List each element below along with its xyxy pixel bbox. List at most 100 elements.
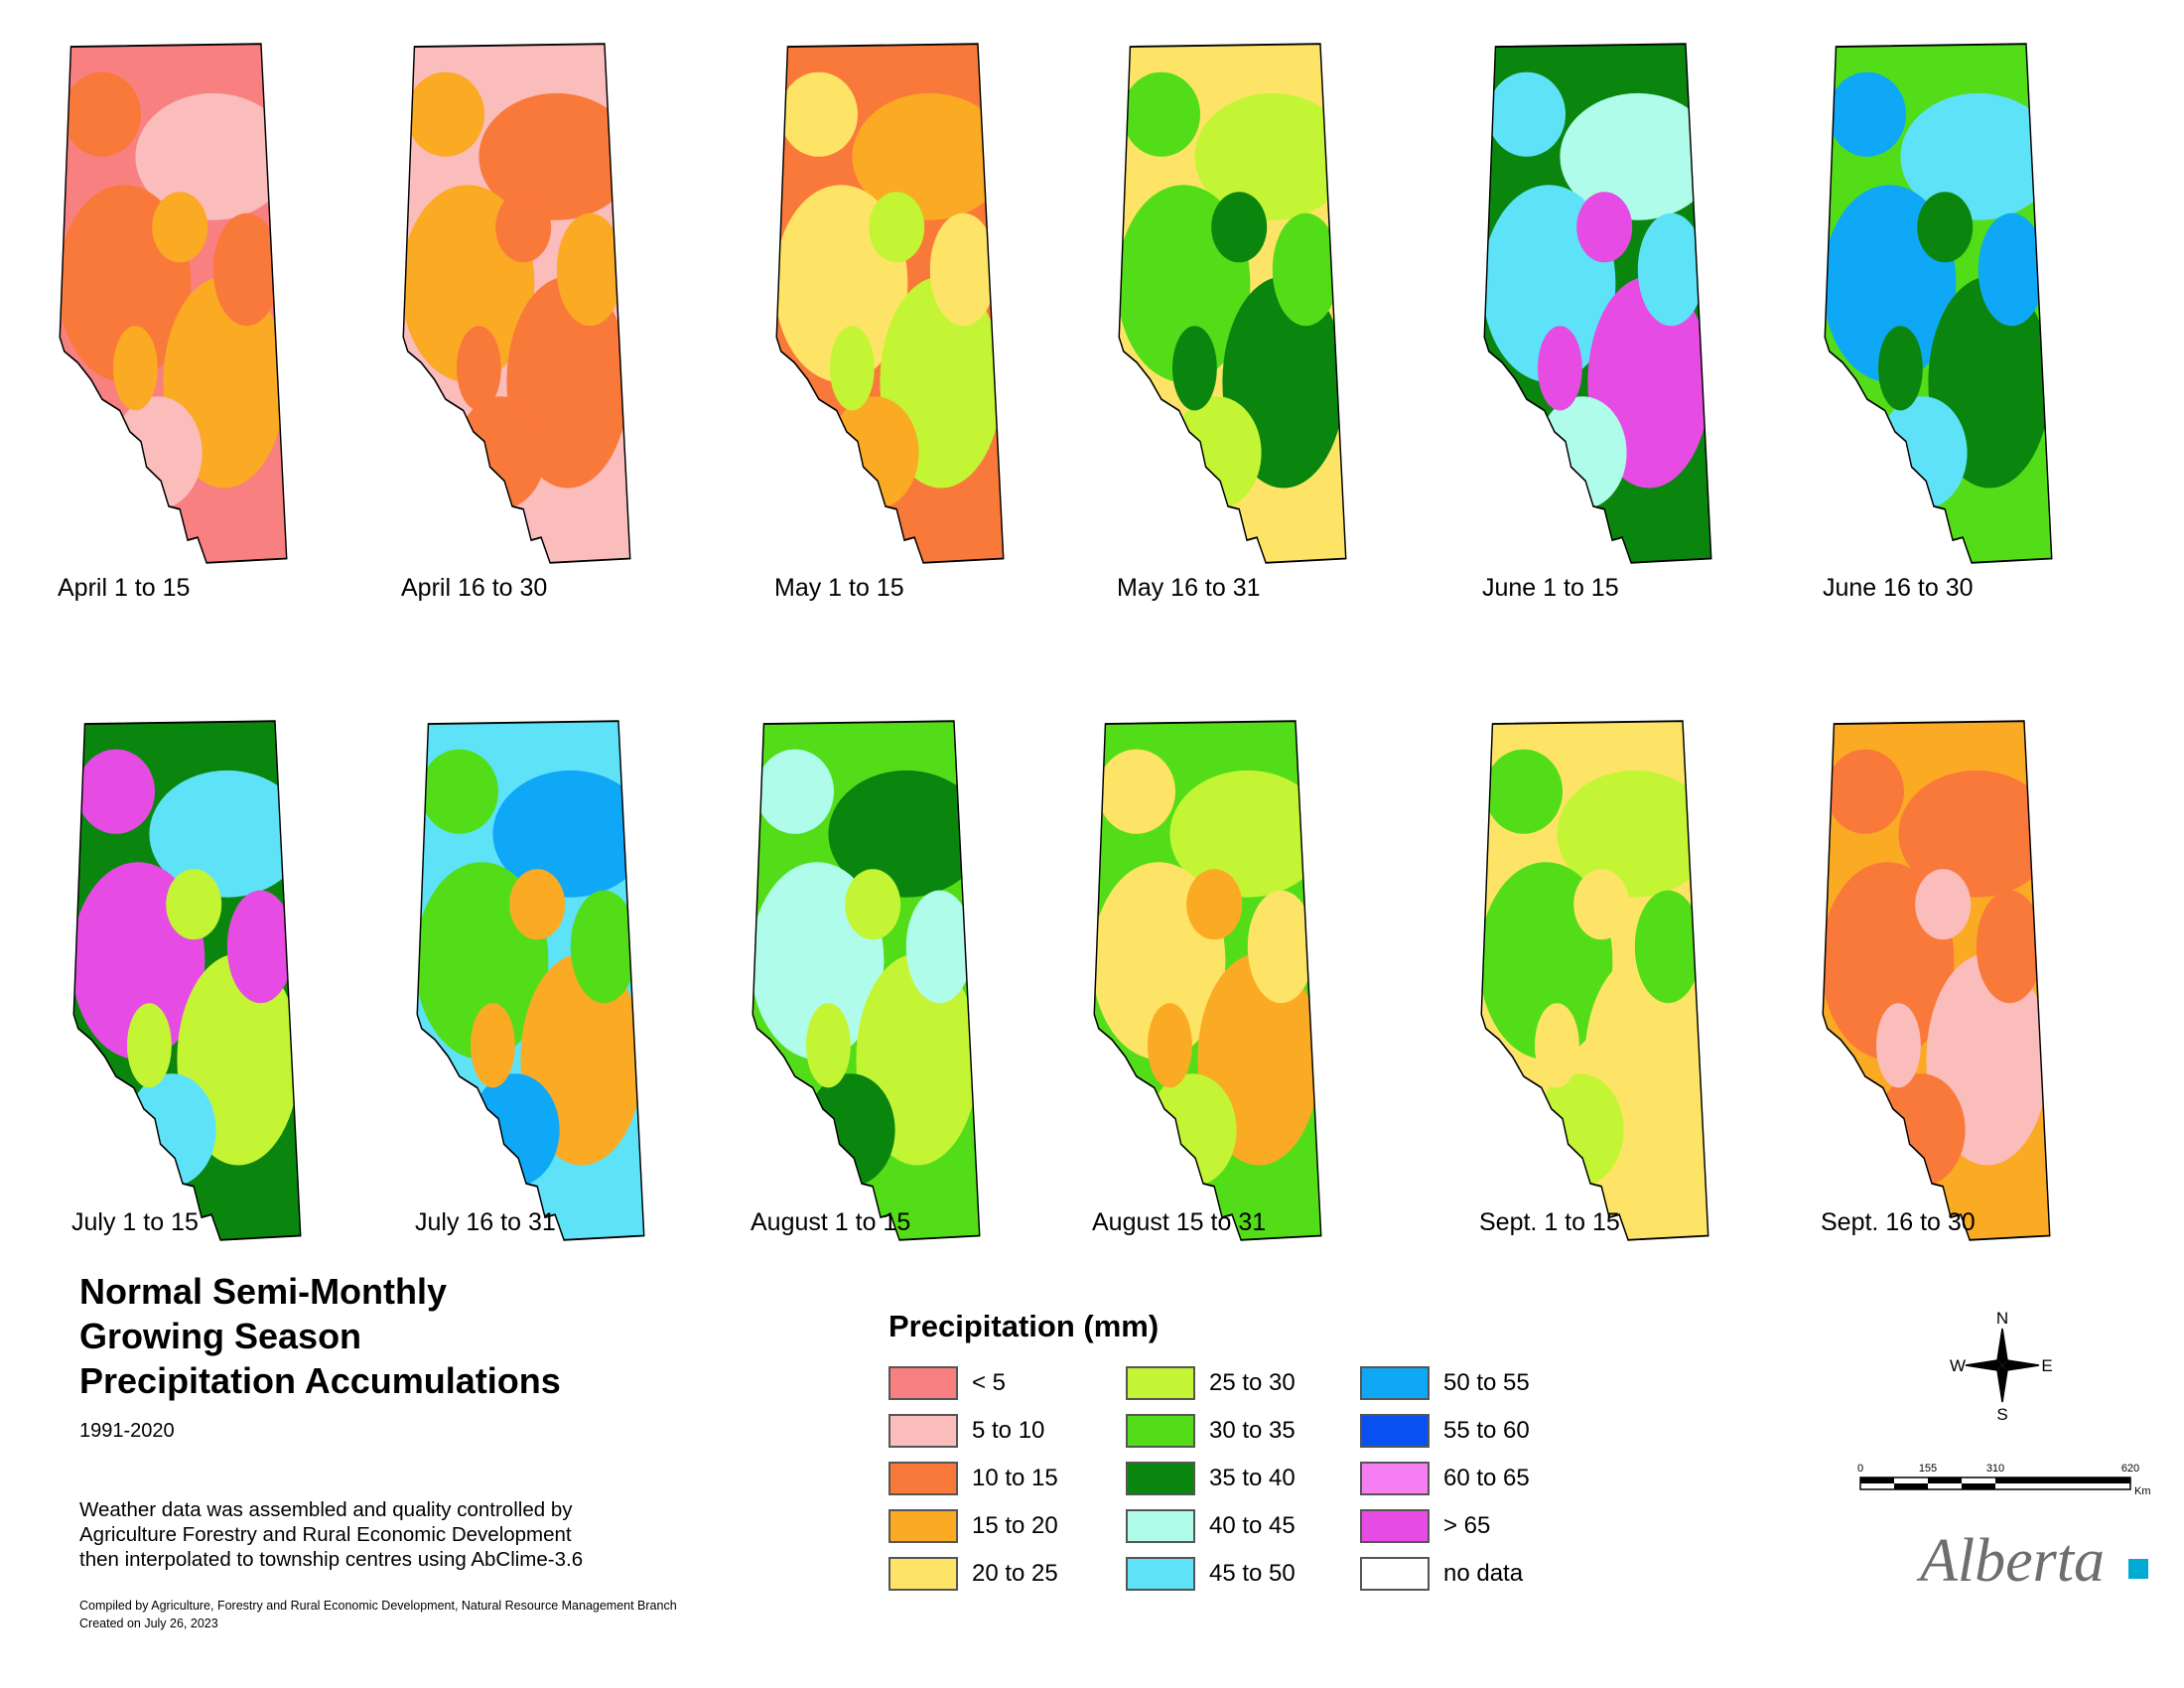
precip-zone — [845, 869, 901, 940]
province-border — [72, 720, 302, 1241]
panel-label: June 16 to 30 — [1823, 574, 1974, 602]
compass-e: E — [2041, 1356, 2052, 1375]
map-panel: June 16 to 30 — [1823, 30, 2165, 602]
precip-zone — [1557, 770, 1708, 898]
alberta-map — [751, 720, 981, 1241]
precip-zone — [852, 92, 1004, 220]
legend-label: 45 to 50 — [1209, 1560, 1296, 1587]
map-panel: August 1 to 15 — [751, 707, 1093, 1253]
note-line: Agriculture Forestry and Rural Economic … — [79, 1523, 572, 1546]
precip-zone — [509, 869, 566, 940]
compass-star-fill-icon — [2002, 1360, 2039, 1370]
panel-label: June 1 to 15 — [1482, 574, 1619, 602]
map-panel: Sept. 16 to 30 — [1821, 707, 2163, 1253]
precip-zone — [869, 192, 925, 263]
precip-zone — [1573, 869, 1630, 940]
compass-rose: N S E W — [1948, 1309, 2057, 1424]
legend-swatch — [1360, 1557, 1430, 1591]
precip-zone — [149, 770, 301, 898]
legend-swatch — [1126, 1462, 1195, 1495]
legend-label: 15 to 20 — [972, 1512, 1058, 1539]
province-border — [1824, 43, 2053, 564]
precip-zone — [212, 212, 280, 327]
precip-zone — [406, 71, 484, 157]
precip-zone — [1484, 749, 1563, 834]
panel-label: Sept. 1 to 15 — [1479, 1208, 1620, 1236]
map-panel: April 16 to 30 — [401, 30, 744, 602]
legend-label: no data — [1443, 1560, 1524, 1587]
precip-zone — [1194, 92, 1346, 220]
province-border — [775, 43, 1005, 564]
map-panel: Sept. 1 to 15 — [1479, 707, 1822, 1253]
scale-tick-label: 155 — [1919, 1463, 1937, 1475]
panel-label: July 16 to 31 — [415, 1208, 556, 1236]
alberta-map — [59, 43, 288, 564]
province-border — [751, 720, 981, 1241]
precip-zone — [1976, 890, 2043, 1004]
data-note: Weather data was assembled and quality c… — [79, 1497, 583, 1572]
alberta-map — [416, 720, 645, 1241]
logo-square-icon — [2128, 1559, 2148, 1579]
precip-zone — [1917, 192, 1974, 263]
precip-zone — [226, 890, 294, 1004]
alberta-map — [1822, 720, 2051, 1241]
precip-zone — [63, 71, 141, 157]
legend-swatch — [888, 1462, 958, 1495]
precip-zone — [457, 396, 546, 509]
map-panel: June 1 to 15 — [1482, 30, 1825, 602]
precip-zone — [1878, 326, 1923, 411]
precip-zone — [127, 1073, 216, 1187]
precip-zone — [457, 326, 501, 411]
precip-zone — [1978, 212, 2045, 327]
note-line: Weather data was assembled and quality c… — [79, 1498, 573, 1521]
precip-zone — [152, 192, 208, 263]
precip-zone — [1247, 890, 1314, 1004]
precip-zone — [1898, 770, 2050, 898]
map-panel: July 16 to 31 — [415, 707, 757, 1253]
panel-label: May 1 to 15 — [774, 574, 904, 602]
precip-zone — [1900, 92, 2052, 220]
legend-swatch — [1360, 1509, 1430, 1543]
province-border — [59, 43, 288, 564]
legend-swatch — [1126, 1509, 1195, 1543]
legend-label: 20 to 25 — [972, 1560, 1058, 1587]
note-line: then interpolated to township centres us… — [79, 1548, 584, 1571]
precip-zone — [1172, 396, 1262, 509]
legend-label: < 5 — [972, 1369, 1007, 1396]
precip-zone — [1535, 1003, 1579, 1088]
precip-zone — [1186, 869, 1243, 940]
map-panel: July 1 to 15 — [71, 707, 414, 1253]
credits-line: Created on July 26, 2023 — [79, 1617, 218, 1630]
precip-zone — [1538, 396, 1627, 509]
title-line: Normal Semi-Monthly — [79, 1271, 448, 1312]
scale-tick-label: 620 — [2121, 1463, 2139, 1475]
precip-zone — [806, 1073, 895, 1187]
map-title: Normal Semi-Monthly Growing Season Preci… — [79, 1269, 695, 1403]
province-border — [1118, 43, 1347, 564]
precip-zone — [1097, 749, 1175, 834]
legend-label: 60 to 65 — [1443, 1465, 1530, 1491]
precip-zone — [1148, 1003, 1192, 1088]
precip-zone — [113, 326, 158, 411]
alberta-map — [1480, 720, 1709, 1241]
precip-zone — [806, 1003, 851, 1088]
precip-zone — [828, 770, 980, 898]
legend-swatch — [1360, 1414, 1430, 1448]
alberta-map — [72, 720, 302, 1241]
title-line: Precipitation Accumulations — [79, 1360, 561, 1401]
scale-bar: 0 155 310 620 Km — [1846, 1460, 2151, 1519]
alberta-map — [775, 43, 1005, 564]
legend-label: 30 to 35 — [1209, 1417, 1296, 1444]
panel-label: May 16 to 31 — [1117, 574, 1261, 602]
precip-zone — [1915, 869, 1972, 940]
precip-zone — [556, 212, 623, 327]
precip-zone — [755, 749, 834, 834]
legend-swatch — [1126, 1366, 1195, 1400]
precip-zone — [1122, 71, 1200, 157]
precip-zone — [76, 749, 155, 834]
map-panel: May 1 to 15 — [774, 30, 1117, 602]
precip-zone — [166, 869, 222, 940]
legend-label: 5 to 10 — [972, 1417, 1045, 1444]
precip-zone — [1876, 1003, 1921, 1088]
legend-label: 50 to 55 — [1443, 1369, 1530, 1396]
